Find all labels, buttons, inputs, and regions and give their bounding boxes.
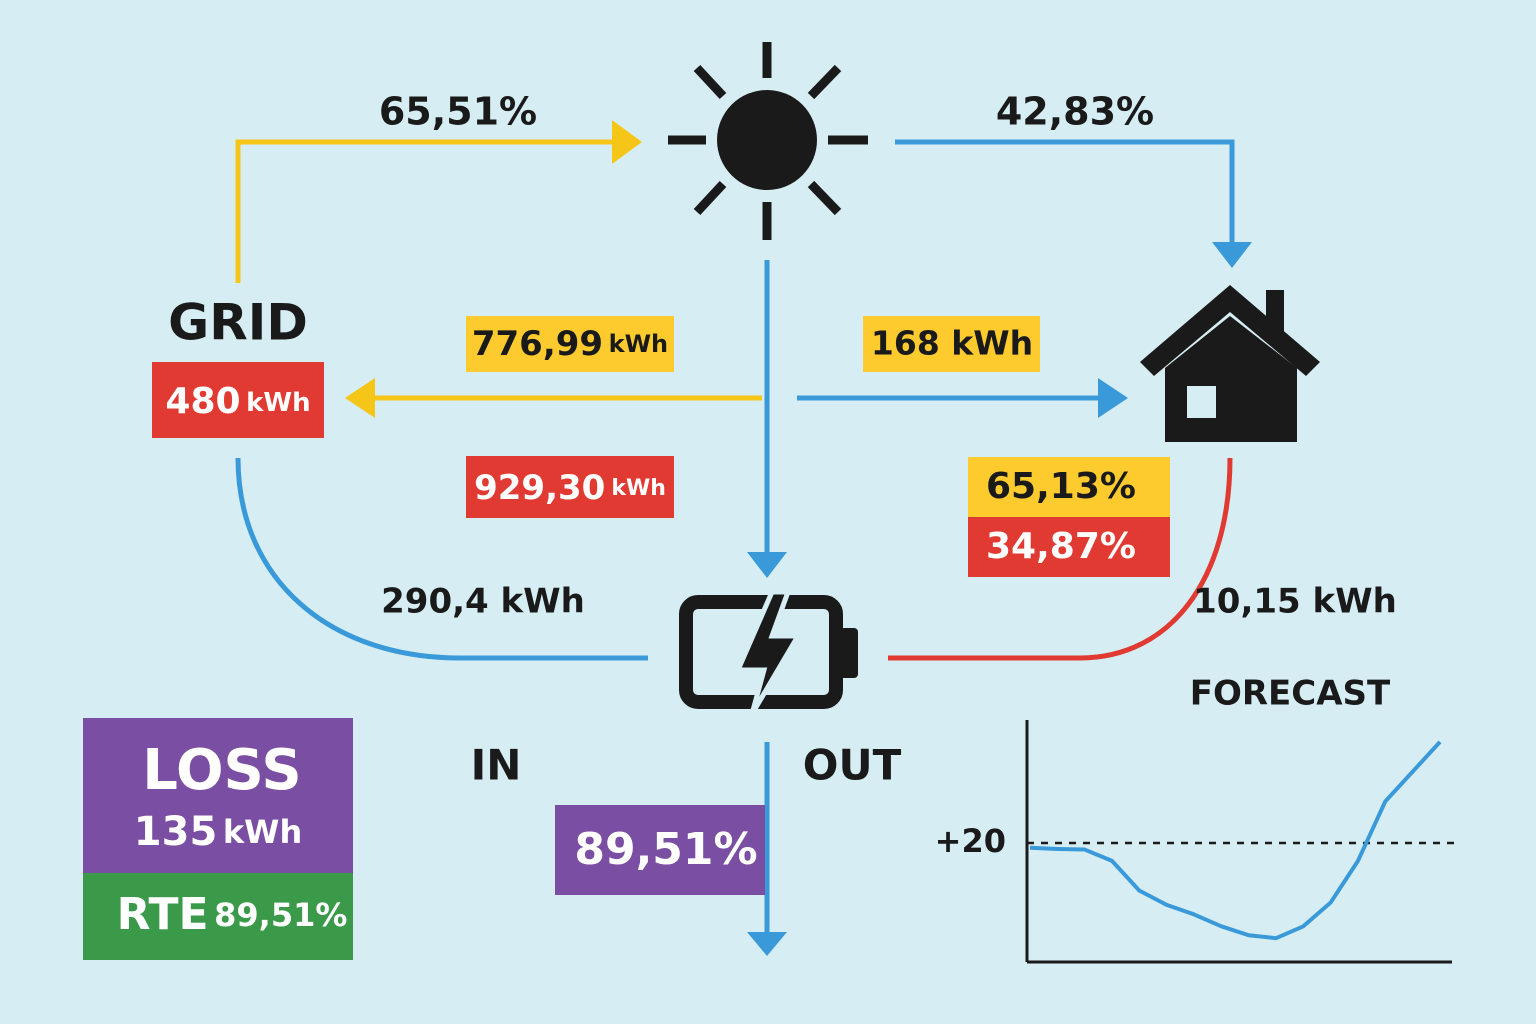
loss-unit: kWh (223, 813, 302, 851)
sun-to-grid-energy: 776,99 kWh (472, 324, 668, 364)
loss-box (83, 718, 353, 873)
forecast-line (1029, 740, 1442, 941)
home-split-box (968, 457, 1170, 517)
loss-label: LOSS (142, 738, 301, 803)
loss-value: 135 (134, 809, 218, 855)
flow-lines (235, 139, 1235, 935)
battery-charge-value: 929,30 (474, 468, 605, 508)
battery-out-label: OUT (803, 741, 902, 790)
arrow-heads (345, 120, 1252, 956)
rte-value: 89,51% (214, 896, 347, 934)
sun-icon (668, 42, 868, 240)
grid-to-battery-energy: 290,4 kWh (381, 582, 585, 622)
rte: RTE 89,51% (117, 889, 348, 940)
battery-charge-unit: kWh (611, 476, 666, 501)
battery-in-label: IN (471, 741, 522, 790)
sun-to-home-label: 42,83% (996, 90, 1154, 134)
forecast-title: FORECAST (1190, 674, 1391, 714)
home-split-box (968, 517, 1170, 577)
sun-to-home-box (863, 316, 1040, 372)
battery-charge-box (466, 456, 674, 518)
grid-energy: 480 kWh (165, 381, 310, 422)
battery-efficiency: 89,51% (574, 824, 757, 875)
efficiency-box (555, 805, 765, 895)
sun-to-home-energy: 168 kWh (871, 324, 1033, 363)
grid-label: GRID (168, 294, 308, 352)
sun-to-grid-box (466, 316, 674, 372)
rte-label: RTE (117, 889, 209, 940)
battery-charge-energy: 929,30 kWh (474, 468, 666, 508)
rte-box (83, 873, 353, 960)
loss-energy: 135 kWh (134, 809, 302, 855)
forecast-chart: +20 (935, 720, 1455, 964)
home-split-value: 34,87% (986, 526, 1136, 567)
grid-to-sun-label: 65,51% (379, 90, 537, 134)
y-tick-label: +20 (935, 822, 1006, 860)
sun-to-grid-value: 776,99 (472, 324, 603, 364)
home-split-value: 65,13% (986, 466, 1136, 507)
house-icon (1140, 285, 1320, 442)
grid-energy-unit: kWh (246, 388, 310, 418)
battery-icon (679, 589, 858, 716)
grid-energy-box (152, 362, 324, 438)
grid-energy-value: 480 (165, 381, 240, 422)
battery-to-home-energy: 10,15 kWh (1193, 582, 1397, 622)
sun-to-grid-unit: kWh (609, 330, 669, 358)
